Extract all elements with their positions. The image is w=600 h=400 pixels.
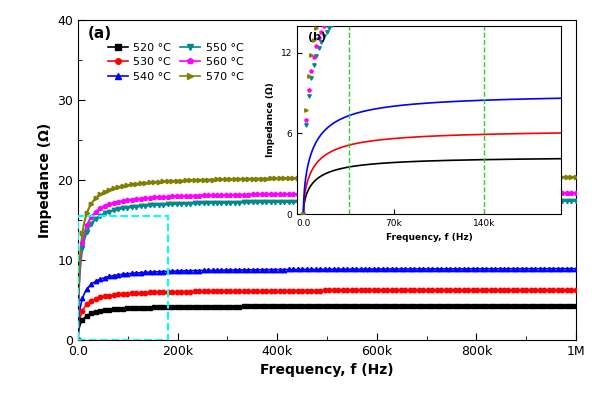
Text: (a): (a)	[88, 26, 112, 41]
X-axis label: Frequency, f (Hz): Frequency, f (Hz)	[386, 234, 472, 242]
X-axis label: Frequency, f (Hz): Frequency, f (Hz)	[260, 364, 394, 378]
Legend: 520 °C, 530 °C, 540 °C, 550 °C, 560 °C, 570 °C: 520 °C, 530 °C, 540 °C, 550 °C, 560 °C, …	[103, 38, 248, 86]
Text: (b): (b)	[308, 32, 326, 42]
Y-axis label: Impedance (Ω): Impedance (Ω)	[266, 83, 275, 157]
Y-axis label: Impedance (Ω): Impedance (Ω)	[38, 122, 52, 238]
Bar	[78, 216, 167, 340]
